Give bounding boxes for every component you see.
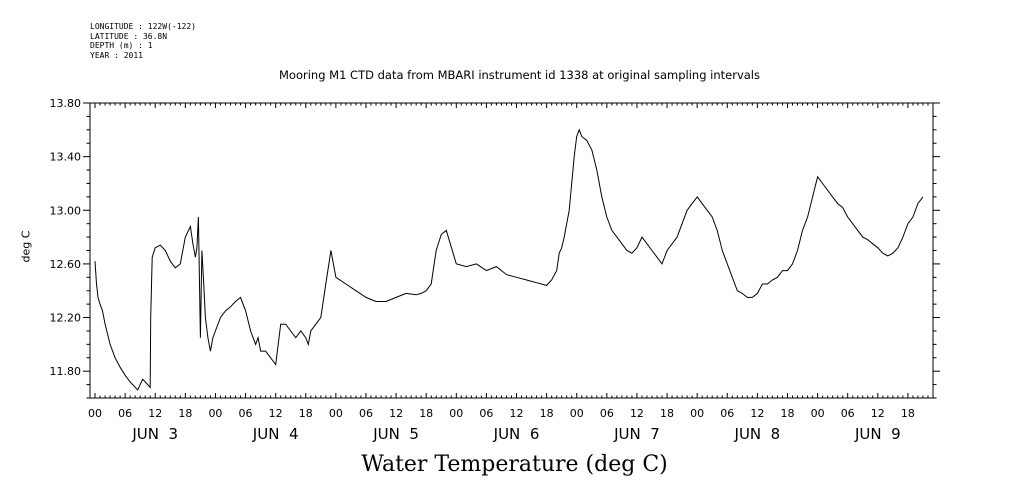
x-hour-label: 00: [570, 407, 584, 420]
x-hour-label: 06: [841, 407, 855, 420]
x-hour-label: 00: [88, 407, 102, 420]
y-tick-label: 13.40: [50, 151, 82, 164]
x-hour-label: 12: [871, 407, 885, 420]
x-hour-label: 18: [901, 407, 915, 420]
x-hour-label: 18: [419, 407, 433, 420]
y-tick-label: 13.80: [50, 97, 82, 110]
y-tick-label: 13.00: [50, 204, 82, 217]
latitude-text: LATITUDE : 36.8N: [90, 31, 168, 41]
x-hour-label: 12: [630, 407, 644, 420]
x-day-label: JUN 7: [613, 425, 660, 443]
plot-frame: [89, 102, 934, 399]
x-hour-label: 18: [178, 407, 192, 420]
x-hour-label: 00: [811, 407, 825, 420]
x-hour-label: 06: [479, 407, 493, 420]
x-day-label: JUN 9: [854, 425, 901, 443]
x-day-label: JUN 3: [131, 425, 178, 443]
x-day-label: JUN 6: [493, 425, 540, 443]
chart-title: Mooring M1 CTD data from MBARI instrumen…: [279, 68, 760, 82]
y-tick-label: 11.80: [50, 365, 82, 378]
x-hour-label: 12: [269, 407, 283, 420]
y-tick-label: 12.20: [50, 312, 82, 325]
x-hour-label: 18: [299, 407, 313, 420]
x-hour-label: 06: [239, 407, 253, 420]
temperature-series-line: [94, 128, 924, 391]
x-hour-label: 06: [720, 407, 734, 420]
x-hour-label: 06: [118, 407, 132, 420]
x-day-label: JUN 4: [252, 425, 299, 443]
x-hour-label: 06: [359, 407, 373, 420]
x-hour-label: 00: [449, 407, 463, 420]
x-hour-label: 00: [208, 407, 222, 420]
x-hour-label: 06: [600, 407, 614, 420]
depth-text: DEPTH (m) : 1: [90, 41, 153, 50]
y-tick-label: 12.60: [50, 258, 82, 271]
x-day-label: JUN 5: [372, 425, 419, 443]
x-hour-label: 18: [660, 407, 674, 420]
longitude-text: LONGITUDE : 122W(-122): [90, 22, 196, 31]
x-day-label: JUN 8: [734, 425, 781, 443]
x-hour-label: 12: [389, 407, 403, 420]
x-hour-label: 12: [148, 407, 162, 420]
x-hour-label: 18: [540, 407, 554, 420]
x-hour-label: 00: [329, 407, 343, 420]
metadata-block: LONGITUDE : 122W(-122) LATITUDE : 36.8N …: [90, 22, 196, 60]
x-hour-label: 12: [510, 407, 524, 420]
year-text: YEAR : 2011: [90, 50, 143, 60]
x-hour-label: 18: [780, 407, 794, 420]
x-axis-label: Water Temperature (deg C): [361, 452, 668, 477]
x-hour-label: 12: [750, 407, 764, 420]
x-hour-label: 00: [690, 407, 704, 420]
